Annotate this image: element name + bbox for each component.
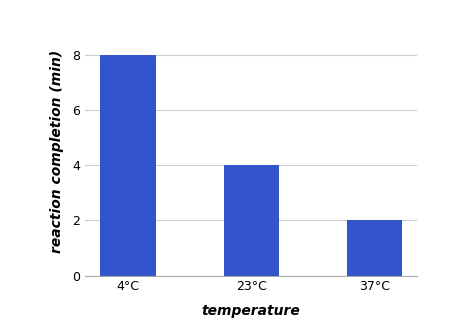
Bar	[346, 220, 402, 276]
Y-axis label: reaction completion (min): reaction completion (min)	[50, 50, 64, 253]
X-axis label: temperature: temperature	[202, 304, 301, 319]
Bar	[100, 54, 156, 276]
Bar	[224, 165, 279, 276]
